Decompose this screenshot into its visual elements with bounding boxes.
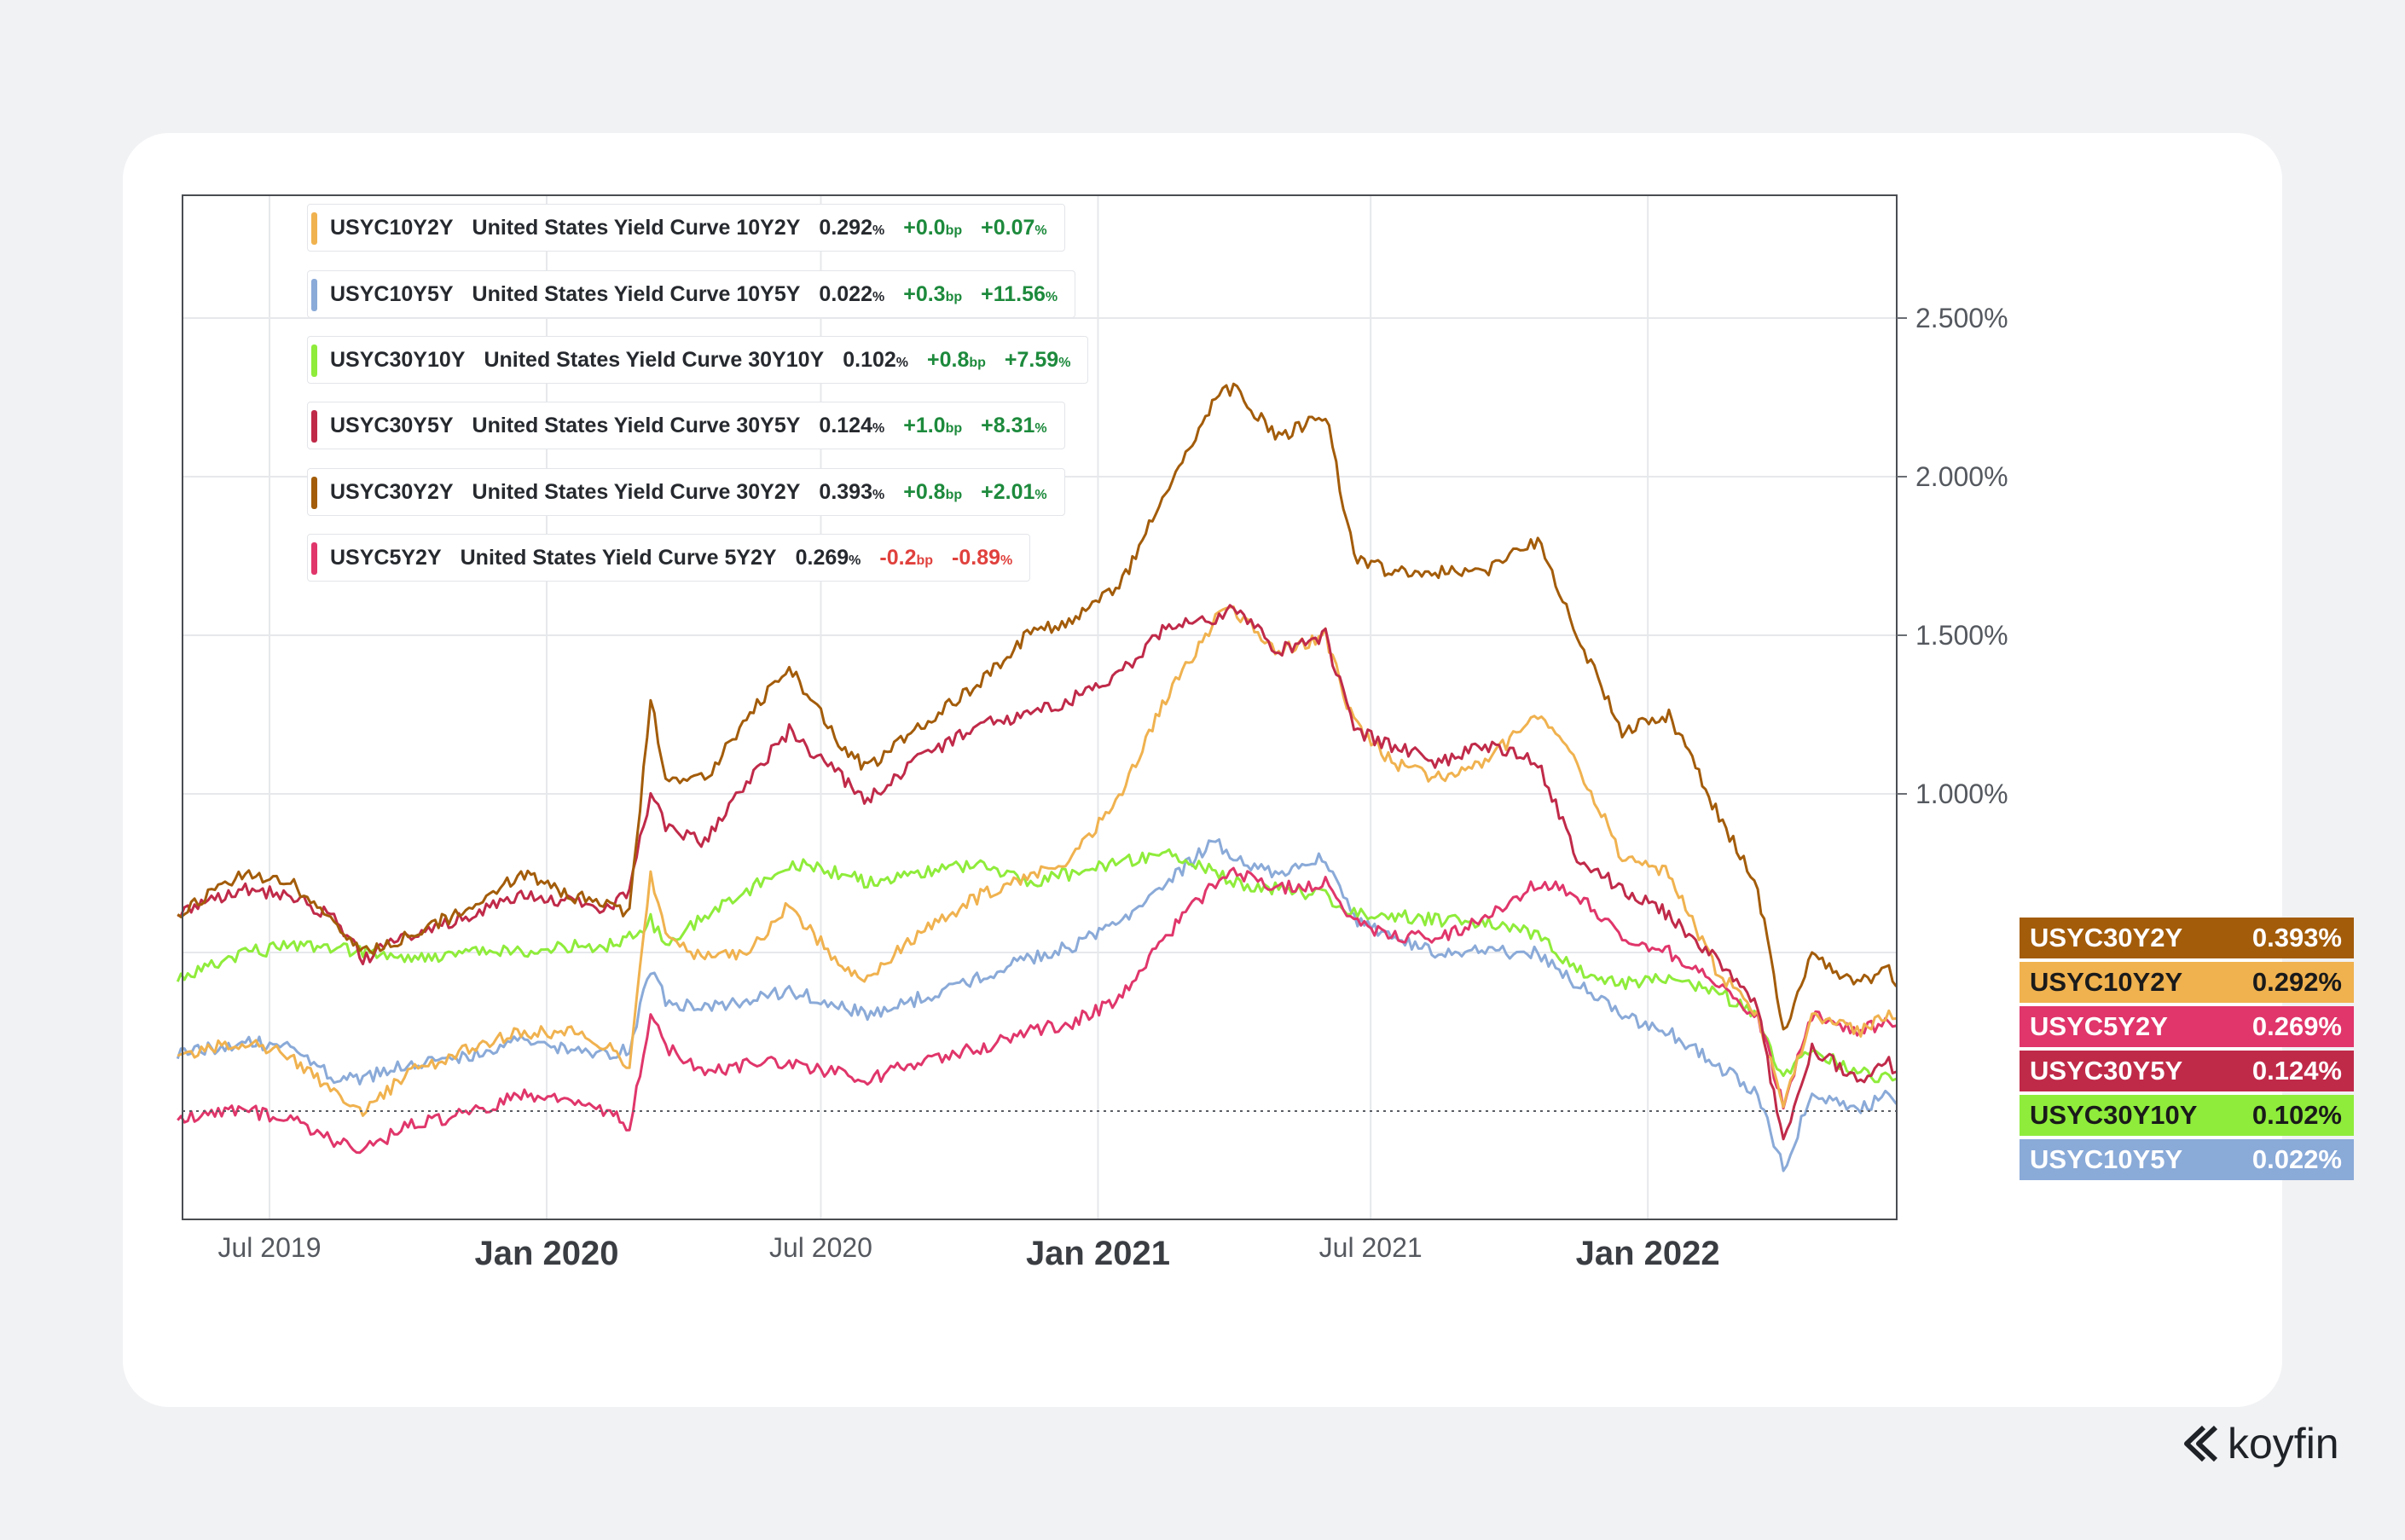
current-label-value: 0.022% <box>2251 1144 2342 1174</box>
legend-value: 0.124% <box>819 413 885 437</box>
current-label-ticker: USYC30Y5Y <box>2030 1056 2183 1086</box>
legend-swatch <box>311 212 317 245</box>
current-label-value: 0.269% <box>2251 1011 2342 1041</box>
legend-item-usyc30y2y[interactable]: USYC30Y2Y United States Yield Curve 30Y2Y… <box>307 468 1065 516</box>
current-label-ticker: USYC10Y5Y <box>2030 1144 2183 1174</box>
series-line-usyc10y2y <box>177 605 1897 1117</box>
current-label-ticker: USYC5Y2Y <box>2030 1011 2168 1041</box>
legend-series-name: United States Yield Curve 10Y2Y <box>472 215 801 240</box>
legend-change-bp: +0.0bp <box>903 215 963 240</box>
legend-series-name: United States Yield Curve 30Y5Y <box>472 413 801 437</box>
current-label-usyc10y5y: USYC10Y5Y 0.022% <box>2020 1139 2354 1180</box>
legend-value: 0.393% <box>819 479 885 504</box>
current-label-usyc30y2y: USYC30Y2Y 0.393% <box>2020 918 2354 958</box>
legend-item-usyc10y5y[interactable]: USYC10Y5Y United States Yield Curve 10Y5Y… <box>307 270 1076 318</box>
legend-item-usyc30y10y[interactable]: USYC30Y10Y United States Yield Curve 30Y1… <box>307 336 1089 384</box>
legend-change-pct: -0.89% <box>952 545 1013 570</box>
y-tick-label: 1.000% <box>1915 779 2008 809</box>
x-tick-label: Jul 2019 <box>218 1232 322 1263</box>
koyfin-chevron-icon <box>2184 1425 2218 1462</box>
legend-value: 0.292% <box>819 215 885 240</box>
legend-change-bp: +1.0bp <box>903 413 963 437</box>
legend-series-name: United States Yield Curve 5Y2Y <box>460 545 777 570</box>
x-tick-label: Jan 2021 <box>1026 1235 1170 1272</box>
current-label-usyc30y5y: USYC30Y5Y 0.124% <box>2020 1051 2354 1091</box>
legend-change-bp: +0.3bp <box>903 281 963 306</box>
legend-change-bp: -0.2bp <box>879 545 934 570</box>
x-tick-label: Jan 2022 <box>1576 1235 1720 1272</box>
legend-value: 0.269% <box>795 545 861 570</box>
legend-item-usyc30y5y[interactable]: USYC30Y5Y United States Yield Curve 30Y5Y… <box>307 402 1065 449</box>
legend-value: 0.102% <box>843 347 909 372</box>
legend-series-name: United States Yield Curve 30Y2Y <box>472 479 801 504</box>
legend-change-pct: +11.56% <box>981 281 1058 306</box>
legend-series-name: United States Yield Curve 10Y5Y <box>472 281 801 306</box>
current-label-ticker: USYC30Y10Y <box>2030 1100 2198 1130</box>
chart-card: Jul 2019 Jan 2020 Jul 2020 Jan 2021 Jul 2021… <box>123 133 2354 1468</box>
x-tick-label: Jan 2020 <box>474 1235 618 1272</box>
legend-ticker: USYC30Y2Y <box>330 479 454 504</box>
current-label-usyc5y2y: USYC5Y2Y 0.269% <box>2020 1006 2354 1047</box>
current-label-value: 0.124% <box>2251 1056 2342 1086</box>
legend-swatch <box>311 344 317 377</box>
plot-frame <box>182 194 1898 1220</box>
legend-swatch <box>311 279 317 311</box>
legend-item-usyc5y2y[interactable]: USYC5Y2Y United States Yield Curve 5Y2Y 0.… <box>307 534 1031 582</box>
legend-change-bp: +0.8bp <box>903 479 963 504</box>
current-label-usyc10y2y: USYC10Y2Y 0.292% <box>2020 962 2354 1003</box>
legend-change-pct: +2.01% <box>981 479 1047 504</box>
series-line-usyc5y2y <box>177 866 1897 1155</box>
current-label-value: 0.292% <box>2251 967 2342 997</box>
legend-change-pct: +7.59% <box>1004 347 1071 372</box>
series-line-usyc10y5y <box>176 838 1898 1172</box>
legend-value: 0.022% <box>819 281 885 306</box>
legend-ticker: USYC30Y5Y <box>330 413 454 437</box>
legend-change-bp: +0.8bp <box>927 347 986 372</box>
x-tick-label: Jul 2021 <box>1319 1232 1423 1263</box>
legend-series-name: United States Yield Curve 30Y10Y <box>484 347 825 372</box>
legend-ticker: USYC5Y2Y <box>330 545 442 570</box>
y-tick-label: 2.500% <box>1915 303 2008 333</box>
legend-change-pct: +8.31% <box>981 413 1047 437</box>
legend-swatch <box>311 477 317 509</box>
y-tick-label: 2.000% <box>1915 461 2008 492</box>
brand-name: koyfin <box>2228 1420 2339 1468</box>
legend-change-pct: +0.07% <box>981 215 1047 240</box>
series-line-usyc30y5y <box>177 604 1898 1141</box>
current-label-ticker: USYC10Y2Y <box>2030 967 2183 997</box>
x-tick-label: Jul 2020 <box>769 1232 872 1263</box>
current-label-value: 0.393% <box>2251 923 2342 952</box>
legend-ticker: USYC10Y2Y <box>330 215 454 240</box>
legend-ticker: USYC10Y5Y <box>330 281 454 306</box>
current-label-ticker: USYC30Y2Y <box>2030 923 2183 952</box>
koyfin-logo: koyfin <box>2182 1419 2339 1468</box>
legend-swatch <box>311 410 317 443</box>
y-tick-label: 1.500% <box>1915 620 2008 651</box>
current-label-usyc30y10y: USYC30Y10Y 0.102% <box>2020 1095 2354 1136</box>
legend-swatch <box>311 542 317 575</box>
axes: Jul 2019 Jan 2020 Jul 2020 Jan 2021 Jul 2021… <box>182 194 2008 1272</box>
legend-ticker: USYC30Y10Y <box>330 347 466 372</box>
line-chart[interactable]: Jul 2019 Jan 2020 Jul 2020 Jan 2021 Jul 2021… <box>123 133 2282 1407</box>
current-label-value: 0.102% <box>2251 1100 2342 1130</box>
series-line-usyc30y2y <box>177 382 1898 1031</box>
series-line-usyc30y10y <box>176 848 1898 1084</box>
legend-item-usyc10y2y[interactable]: USYC10Y2Y United States Yield Curve 10Y2Y… <box>307 204 1065 252</box>
series-lines <box>176 382 1898 1172</box>
